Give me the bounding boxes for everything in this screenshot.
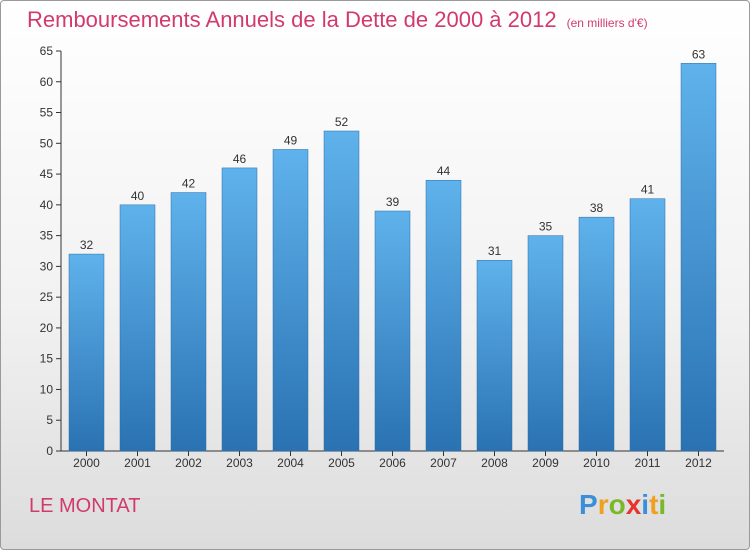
logo-letter: x: [625, 489, 642, 520]
x-tick-label: 2002: [175, 456, 202, 470]
data-label: 35: [539, 220, 553, 234]
data-label: 41: [641, 183, 655, 197]
x-tick-label: 2008: [481, 456, 508, 470]
bar-2002: [170, 192, 207, 452]
bar-2004: [272, 149, 309, 452]
chart-title-text: Remboursements Annuels de la Dette de 20…: [27, 7, 557, 32]
bar-2000: [68, 253, 105, 452]
data-label: 49: [284, 133, 298, 147]
data-label: 39: [386, 195, 400, 209]
data-label: 52: [335, 115, 349, 129]
bar-2006: [374, 210, 411, 452]
bar-2008: [476, 259, 513, 452]
y-tick-label: 25: [40, 290, 54, 304]
bar-2001: [119, 204, 156, 452]
y-tick-label: 40: [40, 198, 54, 212]
data-label: 42: [182, 177, 196, 191]
data-label: 40: [131, 189, 145, 203]
logo-letter: i: [641, 489, 650, 520]
x-tick-label: 2010: [583, 456, 610, 470]
data-label: 31: [488, 244, 502, 258]
y-tick-label: 10: [40, 382, 54, 396]
data-label: 32: [80, 238, 94, 252]
x-tick-label: 2009: [532, 456, 559, 470]
y-tick-label: 30: [40, 259, 54, 273]
bar-2012: [680, 63, 717, 452]
logo-letter: o: [608, 489, 626, 520]
x-tick-label: 2003: [226, 456, 253, 470]
bar-2011: [629, 198, 666, 452]
x-tick-label: 2000: [73, 456, 100, 470]
y-tick-label: 55: [40, 106, 54, 120]
data-label: 63: [692, 47, 706, 61]
bar-2007: [425, 179, 462, 452]
proxiti-logo: Proxiti: [579, 489, 666, 521]
x-tick-label: 2001: [124, 456, 151, 470]
y-tick-label: 60: [40, 75, 54, 89]
logo-letter: P: [579, 489, 598, 520]
x-tick-label: 2012: [685, 456, 712, 470]
chart-unit: (en milliers d'€): [566, 16, 648, 30]
bar-2005: [323, 130, 360, 452]
y-tick-label: 45: [40, 167, 54, 181]
y-tick-label: 50: [40, 136, 54, 150]
bar-2003: [221, 167, 258, 452]
bar-2009: [527, 235, 564, 452]
data-label: 46: [233, 152, 247, 166]
logo-letter: r: [597, 489, 609, 520]
bar-2010: [578, 216, 615, 452]
x-tick-label: 2011: [635, 456, 661, 470]
chart-title: Remboursements Annuels de la Dette de 20…: [27, 7, 648, 33]
y-tick-label: 5: [46, 413, 53, 427]
logo-letter: i: [658, 489, 667, 520]
x-tick-label: 2004: [277, 456, 304, 470]
x-tick-label: 2007: [430, 456, 457, 470]
data-label: 44: [437, 164, 451, 178]
y-tick-label: 0: [46, 444, 53, 458]
x-tick-label: 2006: [379, 456, 406, 470]
place-name: LE MONTAT: [29, 495, 141, 517]
y-tick-label: 65: [40, 44, 54, 58]
data-label: 38: [590, 201, 604, 215]
x-tick-label: 2005: [328, 456, 355, 470]
logo-letter: t: [649, 489, 659, 520]
y-tick-label: 20: [40, 321, 54, 335]
y-tick-label: 15: [40, 352, 54, 366]
y-tick-label: 35: [40, 229, 54, 243]
